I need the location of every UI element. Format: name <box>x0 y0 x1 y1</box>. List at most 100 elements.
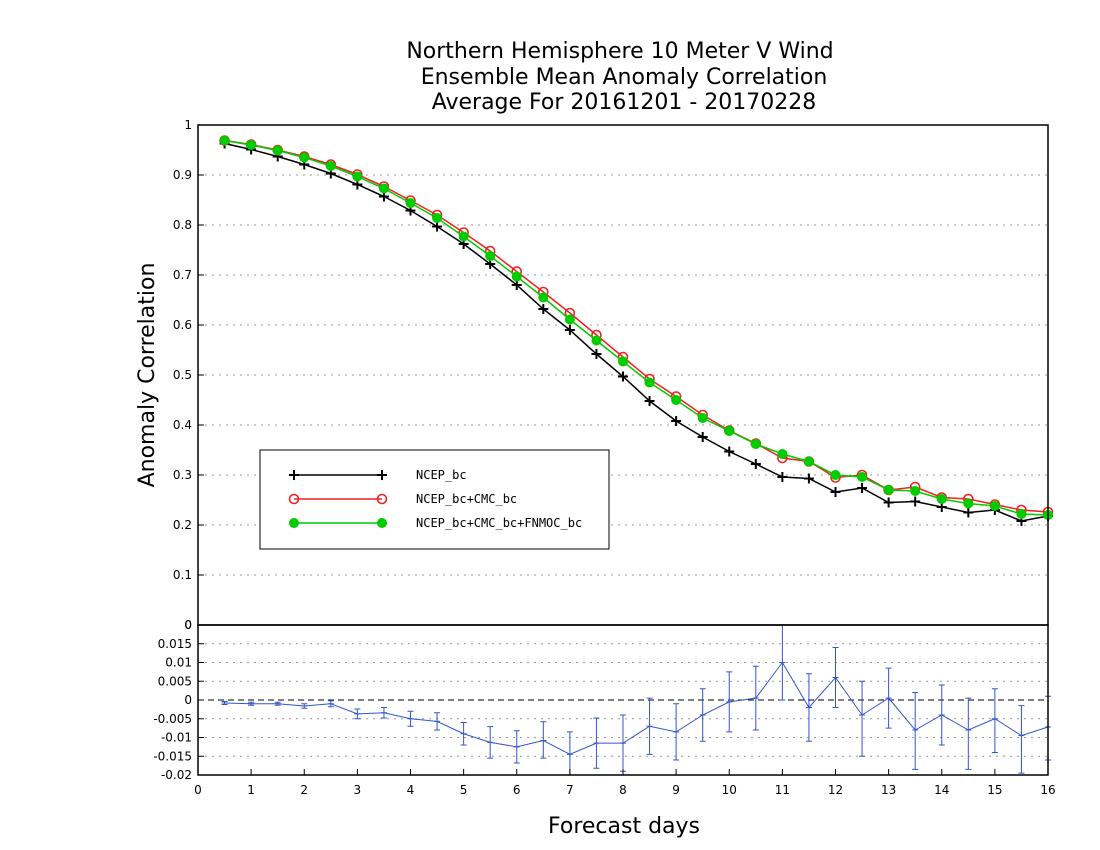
error-bar <box>354 708 361 720</box>
error-bar <box>513 730 520 764</box>
series-2-point <box>724 426 735 436</box>
chart-title: Northern Hemisphere 10 Meter V Wind Ense… <box>406 39 833 115</box>
error-bar <box>407 710 414 727</box>
error-bar <box>248 701 255 706</box>
error-bar <box>832 647 839 708</box>
error-bar <box>487 726 494 759</box>
lower-ytick-label: -0.005 <box>153 712 192 726</box>
upper-ytick-label: 0.6 <box>173 318 192 332</box>
error-bar <box>912 692 919 770</box>
legend-marker-left <box>289 518 299 528</box>
series-0-point <box>777 472 788 482</box>
series-0-point <box>963 507 974 518</box>
xtick-label: 2 <box>300 783 308 797</box>
error-bar <box>805 673 812 742</box>
series-0-point <box>591 349 602 359</box>
legend-marker-left <box>289 470 299 480</box>
xtick-label: 5 <box>460 783 468 797</box>
error-bar <box>327 700 334 708</box>
series-2-point <box>644 377 655 388</box>
xtick-label: 6 <box>513 783 521 797</box>
error-bar <box>1018 705 1025 774</box>
series-2-point <box>219 135 230 146</box>
series-2-point <box>485 251 496 261</box>
series-2-point <box>989 501 1000 511</box>
error-bar <box>221 701 228 705</box>
series-2-point <box>299 152 310 163</box>
series-2-point <box>910 486 921 496</box>
series-2-point <box>803 456 814 467</box>
legend-entry: NCEP_bc+CMC_bc <box>288 492 517 506</box>
legend-label: NCEP_bc+CMC_bc+FNMOC_bc <box>416 516 582 530</box>
difference-line <box>224 661 1049 755</box>
series-0-point <box>883 497 894 508</box>
legend-marker-right <box>377 518 387 528</box>
series-2-point <box>618 356 628 367</box>
series-0-point <box>511 280 522 290</box>
error-bar <box>593 717 600 769</box>
error-bar <box>434 712 441 731</box>
xtick-label: 13 <box>881 783 896 797</box>
legend-entry: NCEP_bc <box>289 468 467 482</box>
xtick-label: 15 <box>987 783 1002 797</box>
series-0-point <box>697 432 708 442</box>
error-bar <box>752 665 759 731</box>
series-2-point <box>830 470 841 480</box>
series-2-point <box>963 498 974 509</box>
error-bar <box>885 667 892 729</box>
legend-marker-left <box>288 493 300 505</box>
series-2-point <box>432 213 443 223</box>
upper-ytick-label: 0.9 <box>173 168 192 182</box>
series-0-point <box>538 304 549 314</box>
series-2-point <box>936 494 947 504</box>
lower-ytick-label: 0.01 <box>165 656 192 670</box>
error-bar <box>540 721 547 759</box>
series-2-point <box>458 231 469 242</box>
lower-ytick-label: 0.005 <box>158 674 192 688</box>
error-bar <box>726 671 733 733</box>
legend-marker-right <box>376 493 388 505</box>
legend-label: NCEP_bc <box>416 468 467 482</box>
xtick-label: 11 <box>775 783 790 797</box>
xtick-label: 12 <box>828 783 843 797</box>
series-0-point <box>750 459 761 469</box>
error-bar <box>460 722 467 746</box>
error-bar <box>779 624 786 701</box>
xtick-label: 1 <box>247 783 255 797</box>
lower-top-label: 0 <box>184 618 192 632</box>
series-2-point <box>857 472 868 482</box>
series-0-point <box>857 483 868 493</box>
error-bar <box>646 697 653 755</box>
series-2-point <box>671 395 682 405</box>
error-bar <box>991 688 998 753</box>
series-2-point <box>591 335 602 346</box>
xtick-label: 7 <box>566 783 574 797</box>
series-2-point <box>511 271 522 282</box>
series-0-point <box>803 473 814 484</box>
xtick-label: 16 <box>1040 783 1055 797</box>
upper-ytick-label: 0.4 <box>173 418 192 432</box>
lower-ytick-label: -0.015 <box>153 749 192 763</box>
upper-ytick-label: 0 <box>184 618 192 632</box>
series-2-point <box>246 140 257 150</box>
xtick-label: 9 <box>672 783 680 797</box>
upper-ytick-label: 0.7 <box>173 268 192 282</box>
series-2-point <box>325 161 336 171</box>
difference-panel: -0.02 -0.015 -0.01 -0.005 0 0.005 0.01 0.015 0 0 1… <box>153 618 1055 797</box>
upper-ytick-label: 0.8 <box>173 218 192 232</box>
lower-ytick-label: 0.015 <box>158 637 192 651</box>
y-axis-label: Anomaly Correlation <box>135 263 160 488</box>
series-0-point <box>618 371 628 382</box>
x-axis-label: Forecast days <box>548 814 700 839</box>
xtick-label: 3 <box>354 783 362 797</box>
upper-ytick-label: 0.2 <box>173 518 192 532</box>
series-2-point <box>272 145 283 156</box>
series-2-point <box>750 439 761 449</box>
lower-ytick-label: 0 <box>184 693 192 707</box>
xtick-label: 4 <box>407 783 415 797</box>
error-bar <box>699 688 706 742</box>
error-bar <box>620 714 626 772</box>
upper-ytick-label: 1 <box>184 118 192 132</box>
series-2-point <box>405 198 416 208</box>
title-line-3: Average For 20161201 - 20170228 <box>432 90 817 115</box>
